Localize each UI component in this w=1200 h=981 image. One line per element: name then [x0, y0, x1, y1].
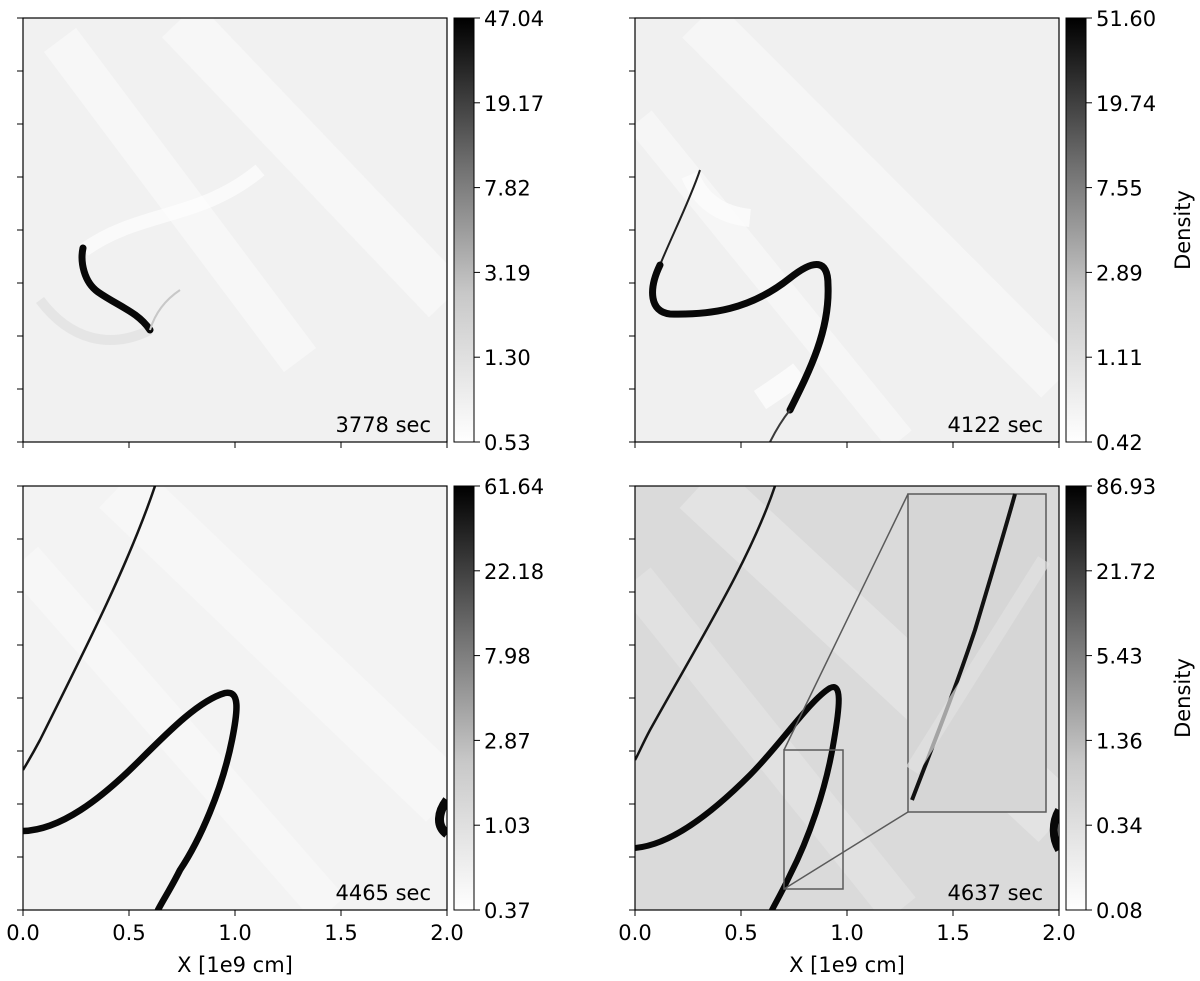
colorbar-tick-label: 5.43 [1096, 645, 1143, 669]
y-ticks-bottom-right [629, 485, 635, 911]
density-map-top-right [635, 18, 1059, 442]
colorbar-tick-label: 21.72 [1096, 560, 1156, 584]
x-ticks-top-right [634, 442, 1060, 448]
colorbar-tick-label: 19.17 [484, 92, 544, 116]
x-tick-label: 1.5 [936, 921, 969, 945]
colorbar-tick-label: 1.30 [484, 346, 531, 370]
x-ticks-top-left [22, 442, 448, 448]
colorbar-tick-label: 7.82 [484, 177, 531, 201]
colorbar-tick-label: 61.64 [484, 475, 544, 499]
colorbar-tick-label: 0.08 [1096, 899, 1143, 923]
x-axis-label: X [1e9 cm] [789, 953, 905, 977]
zoom-connector-line [783, 811, 909, 890]
colorbar-ticks: 47.04 19.17 7.82 3.19 1.30 0.53 [474, 7, 544, 455]
colorbar-tick-label: 2.89 [1096, 261, 1143, 285]
colorbar-tick-label: 0.53 [484, 431, 531, 455]
panel-bottom-right: 0.0 0.5 1.0 1.5 2.0 X [1e9 cm] 4637 sec 86.9… [618, 475, 1195, 977]
colorbar-tick-label: 19.74 [1096, 92, 1156, 116]
colorbar-tick-label: 1.36 [1096, 729, 1143, 753]
time-label: 4465 sec [335, 881, 431, 905]
colorbar [1065, 17, 1087, 443]
x-tick-label: 1.0 [830, 921, 863, 945]
zoom-region-box [783, 749, 844, 890]
y-ticks-top-left [17, 17, 23, 443]
colorbar-tick-label: 2.87 [484, 729, 531, 753]
colorbar-tick-label: 0.42 [1096, 431, 1143, 455]
x-tick-label: 0.5 [112, 921, 145, 945]
colorbar [453, 485, 475, 911]
colorbar-tick-label: 0.37 [484, 899, 531, 923]
y-ticks-bottom-left [17, 485, 23, 911]
density-map-bottom-left [23, 486, 447, 910]
x-tick-label: 1.5 [324, 921, 357, 945]
colorbar-tick-label: 47.04 [484, 7, 544, 31]
y-ticks-top-right [629, 17, 635, 443]
panel-top-left: 3778 sec 47.04 19.17 7.82 3.19 1.30 0.53 [17, 7, 544, 455]
colorbar-tick-label: 22.18 [484, 560, 544, 584]
x-tick-label: 2.0 [1042, 921, 1075, 945]
x-tick-label: 0.5 [724, 921, 757, 945]
colorbar-tick-label: 1.11 [1096, 346, 1143, 370]
colorbar-label: Density [1171, 658, 1195, 738]
colorbar-tick-label: 0.34 [1096, 814, 1143, 838]
x-ticks-bottom-left: 0.0 0.5 1.0 1.5 2.0 [6, 910, 464, 945]
time-label: 4122 sec [947, 413, 1043, 437]
colorbar-ticks: 86.93 21.72 5.43 1.36 0.34 0.08 [1086, 475, 1156, 923]
panel-bottom-left: 0.0 0.5 1.0 1.5 2.0 X [1e9 cm] 4465 sec 61.6… [6, 475, 544, 977]
colorbar-tick-label: 3.19 [484, 261, 531, 285]
time-label: 4637 sec [947, 881, 1043, 905]
colorbar-tick-label: 51.60 [1096, 7, 1156, 31]
colorbar [453, 17, 475, 443]
colorbar-ticks: 61.64 22.18 7.98 2.87 1.03 0.37 [474, 475, 544, 923]
zoom-inset [783, 493, 1050, 890]
colorbar-tick-label: 86.93 [1096, 475, 1156, 499]
time-label: 3778 sec [335, 413, 431, 437]
x-ticks-bottom-right: 0.0 0.5 1.0 1.5 2.0 [618, 910, 1076, 945]
x-tick-label: 0.0 [618, 921, 651, 945]
zoom-connector-line [783, 493, 909, 751]
x-tick-label: 1.0 [218, 921, 251, 945]
colorbar [1065, 485, 1087, 911]
colorbar-tick-label: 1.03 [484, 814, 531, 838]
inset-panel [907, 493, 1047, 813]
x-axis-label: X [1e9 cm] [177, 953, 293, 977]
x-tick-label: 2.0 [430, 921, 463, 945]
colorbar-tick-label: 7.98 [484, 645, 531, 669]
colorbar-label: Density [1171, 190, 1195, 270]
density-map-top-left [23, 18, 447, 442]
panel-top-right: 4122 sec 51.60 19.74 7.55 2.89 1.11 0.42 Dens… [629, 7, 1195, 455]
colorbar-ticks: 51.60 19.74 7.55 2.89 1.11 0.42 [1086, 7, 1156, 455]
x-tick-label: 0.0 [6, 921, 39, 945]
colorbar-tick-label: 7.55 [1096, 177, 1143, 201]
